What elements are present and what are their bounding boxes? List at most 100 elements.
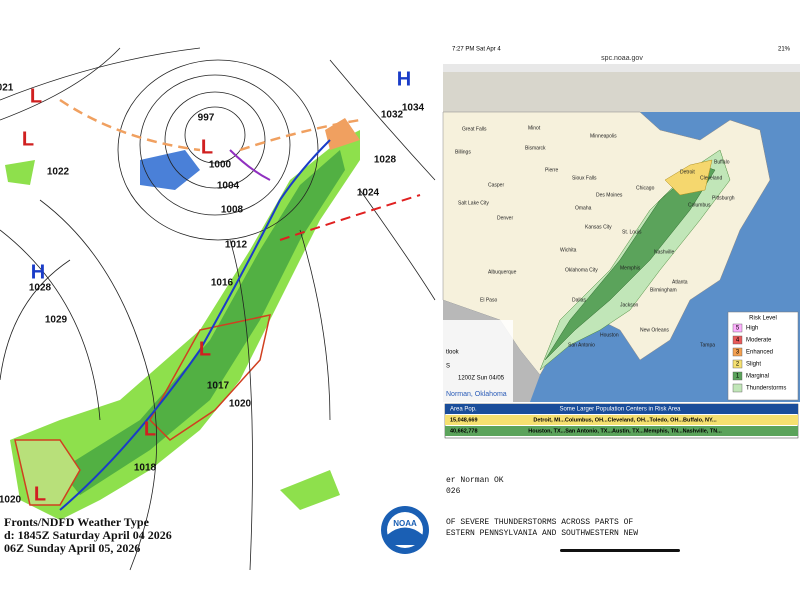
- discussion-text: er Norman OK: [446, 476, 504, 485]
- city-label: Des Moines: [596, 192, 623, 198]
- city-label: Detroit: [680, 169, 695, 175]
- low-symbol: L: [34, 483, 46, 505]
- logo-text: NOAA: [393, 519, 417, 528]
- city-label: Columbus: [688, 202, 711, 208]
- city-label: Pittsburgh: [712, 195, 735, 201]
- city-label: Billings: [455, 149, 471, 155]
- legend-label: Thunderstorms: [746, 386, 786, 392]
- caption: Fronts/NDFD Weather Type: [4, 515, 150, 529]
- discussion-text: OF SEVERE THUNDERSTORMS ACROSS PARTS OF: [446, 518, 633, 527]
- city-label: Casper: [488, 182, 504, 188]
- outlook-text: S: [446, 364, 450, 370]
- city-label: Kansas City: [585, 224, 612, 230]
- low-symbol: L: [144, 418, 156, 440]
- legend-number: 4: [736, 338, 740, 344]
- pressure-label: 1004: [217, 181, 240, 192]
- caption: 06Z Sunday April 05, 2026: [4, 541, 140, 555]
- pressure-label: 1020: [229, 399, 252, 410]
- cold-front: [59, 139, 331, 511]
- trough: [59, 98, 361, 152]
- legend-label: Enhanced: [746, 350, 773, 356]
- outlook-link[interactable]: Norman, Oklahoma: [446, 391, 507, 398]
- legend-number: 1: [736, 374, 740, 380]
- legend-swatch: [732, 335, 743, 345]
- discussion-text: 026: [446, 487, 461, 496]
- city-label: Chicago: [636, 185, 655, 191]
- warm-front: [279, 194, 421, 241]
- city-label: Houston: [600, 332, 619, 338]
- legend-number: 5: [736, 326, 740, 332]
- legend-swatch: [732, 323, 743, 333]
- table-cell: 15,048,669: [450, 417, 478, 423]
- outlook-text: 1200Z Sun 04/05: [458, 376, 505, 382]
- pressure-label: 1024: [357, 188, 380, 199]
- city-label: Minneapolis: [590, 133, 617, 139]
- pressure-label: 1022: [47, 167, 70, 178]
- pressure-label: 1016: [211, 278, 234, 289]
- surface-map: NOAA Fronts/NDFD Weather Type d: 1845Z S…: [0, 47, 436, 571]
- low-symbol: L: [201, 136, 213, 158]
- low-symbol: L: [30, 85, 42, 107]
- legend-swatch: [732, 359, 743, 369]
- noaa-logo-wave: [387, 527, 423, 545]
- city-label: San Antonio: [568, 342, 595, 348]
- legend-label: High: [746, 326, 758, 332]
- city-label: Minot: [528, 125, 541, 131]
- legend-label: Slight: [746, 362, 761, 368]
- table-head: Some Larger Population Centers in Risk A…: [559, 407, 681, 413]
- marginal-risk: [544, 164, 716, 361]
- legend-label: Marginal: [746, 374, 769, 380]
- city-label: Birmingham: [650, 287, 677, 293]
- table-cell: Houston, TX...San Antonio, TX...Austin, …: [528, 428, 722, 434]
- isobars: [0, 47, 436, 571]
- legend-title: Risk Level: [749, 316, 777, 322]
- city-label: El Paso: [480, 297, 497, 303]
- slight-risk: [664, 159, 713, 196]
- hatched-area: [149, 314, 271, 441]
- table-row: [445, 415, 798, 425]
- caption: d: 1845Z Saturday April 04 2026: [4, 528, 172, 542]
- pressure-label: 1008: [221, 205, 244, 216]
- pressure-label: 021: [0, 83, 14, 94]
- city-label: Memphis: [620, 265, 641, 271]
- city-label: Omaha: [575, 205, 592, 211]
- table-head: Area Pop.: [450, 407, 477, 413]
- pressure-label: 1000: [209, 160, 232, 171]
- table-header: [445, 404, 798, 414]
- city-label: Bismarck: [525, 145, 546, 151]
- rain-area: [5, 160, 35, 185]
- city-label: Cleveland: [700, 175, 722, 181]
- legend-number: 3: [736, 350, 740, 356]
- legend-label: Moderate: [746, 338, 772, 344]
- table-cell: Detroit, MI...Columbus, OH...Cleveland, …: [533, 417, 717, 423]
- city-label: Great Falls: [462, 126, 487, 132]
- city-label: New Orleans: [640, 327, 669, 333]
- table-row: [445, 426, 798, 436]
- high-symbol: H: [397, 68, 411, 90]
- pressure-label: 1018: [134, 463, 157, 474]
- city-label: Atlanta: [672, 279, 688, 285]
- legend-number: 2: [736, 362, 740, 368]
- battery: 21%: [778, 47, 791, 53]
- pressure-label: 1028: [374, 155, 397, 166]
- occluded-front: [229, 149, 271, 181]
- city-label: Dallas: [572, 297, 586, 303]
- city-label: Wichita: [560, 247, 577, 253]
- pressure-label: 1029: [45, 315, 68, 326]
- hatched-area: [14, 439, 81, 506]
- pressure-label: 1032: [381, 110, 404, 121]
- city-label: Nashville: [654, 249, 675, 255]
- city-label: St. Louis: [622, 229, 642, 235]
- nav-bar[interactable]: [443, 64, 800, 72]
- canada: [443, 72, 800, 112]
- city-label: Pierre: [545, 167, 559, 173]
- url-bar[interactable]: spc.noaa.gov: [601, 55, 643, 62]
- pressure-label: 1034: [402, 103, 425, 114]
- city-label: Salt Lake City: [458, 200, 489, 206]
- city-label: Sioux Falls: [572, 175, 597, 181]
- rain-area: [280, 470, 340, 510]
- tablet-screen: 7:27 PM Sat Apr 4 21% spc.noaa.gov tlook…: [442, 40, 800, 570]
- rain-area: [10, 130, 360, 520]
- legend-swatch: [732, 383, 743, 393]
